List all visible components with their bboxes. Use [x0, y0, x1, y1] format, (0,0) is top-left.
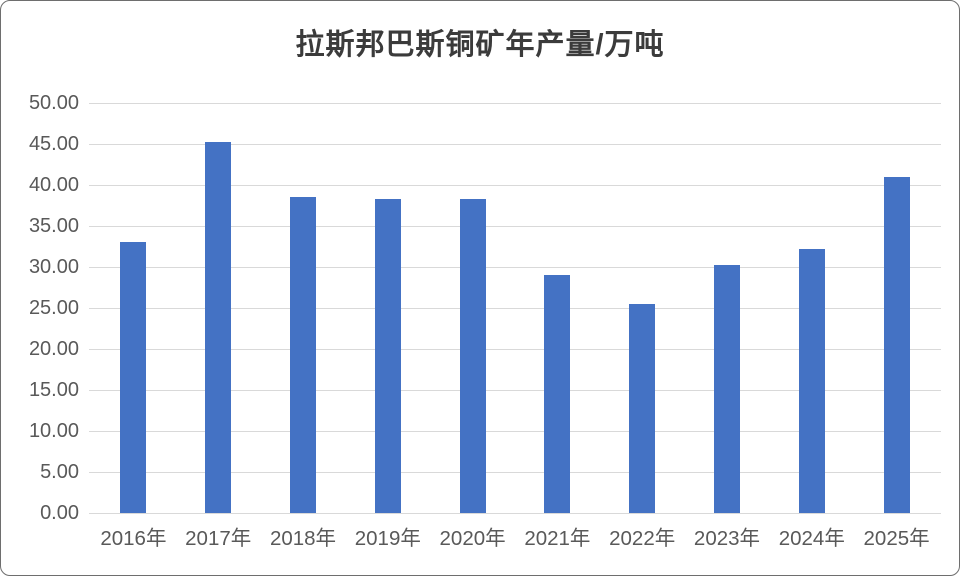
x-axis-category-label: 2018年	[269, 527, 337, 550]
bar-slot	[345, 103, 430, 513]
bar-2020年	[459, 198, 486, 513]
bar-series	[91, 103, 939, 513]
y-axis-tick-label: 50.00	[28, 92, 79, 114]
bar-slot	[600, 103, 685, 513]
x-axis-category-label: 2025年	[863, 527, 930, 550]
gridline	[89, 267, 941, 268]
x-axis-category-label: 2023年	[693, 527, 761, 550]
gridline	[89, 472, 941, 473]
y-axis-tick-label: 10.00	[28, 420, 79, 442]
bar-2017年	[205, 141, 232, 513]
gridline	[89, 390, 941, 391]
bar-slot	[515, 103, 600, 513]
bar-slot	[685, 103, 770, 513]
y-axis-tick-label: 25.00	[28, 297, 79, 319]
x-axis-category-label: 2019年	[354, 527, 421, 550]
y-axis-tick-label: 20.00	[28, 338, 79, 360]
bar-slot	[769, 103, 854, 513]
bar-2024年	[798, 248, 825, 513]
y-axis-tick-label: 5.00	[40, 461, 79, 483]
y-axis-tick-label: 35.00	[28, 215, 79, 237]
bar-slot	[176, 103, 261, 513]
bar-slot	[91, 103, 176, 513]
plot-area	[89, 103, 941, 514]
x-axis: 2016年 2017年 2018年 2019年 2020年 2021年 2022年 2023年…	[91, 525, 939, 553]
bar-2021年	[544, 275, 571, 513]
bar-2019年	[374, 198, 401, 513]
gridline	[89, 226, 941, 227]
y-axis-tick-label: 45.00	[28, 133, 79, 155]
x-axis-category-label: 2020年	[439, 527, 506, 550]
x-axis-category-label: 2016年	[100, 527, 167, 550]
gridline	[89, 144, 941, 145]
bar-2025年	[883, 176, 910, 513]
bar-2016年	[120, 242, 147, 513]
gridline	[89, 349, 941, 350]
x-axis-category-label: 2017年	[185, 527, 252, 550]
x-axis-category-label: 2022年	[609, 527, 676, 550]
bar-slot	[261, 103, 346, 513]
x-axis-category-label: 2024年	[778, 527, 845, 550]
x-axis-category-label: 2021年	[524, 527, 591, 550]
chart-title: 拉斯邦巴斯铜矿年产量/万吨	[295, 29, 665, 61]
gridline	[89, 308, 941, 309]
bar-2018年	[289, 197, 316, 513]
y-axis-tick-label: 0.00	[40, 502, 79, 524]
gridline	[89, 513, 941, 514]
gridline	[89, 431, 941, 432]
bar-slot	[854, 103, 939, 513]
gridline	[89, 185, 941, 186]
y-axis-tick-label: 30.00	[28, 256, 79, 278]
y-axis-tick-label: 15.00	[28, 379, 79, 401]
y-axis-tick-label: 40.00	[28, 174, 79, 196]
gridline	[89, 103, 941, 104]
bar-2022年	[629, 303, 656, 513]
bar-slot	[430, 103, 515, 513]
bar-2023年	[713, 264, 740, 513]
